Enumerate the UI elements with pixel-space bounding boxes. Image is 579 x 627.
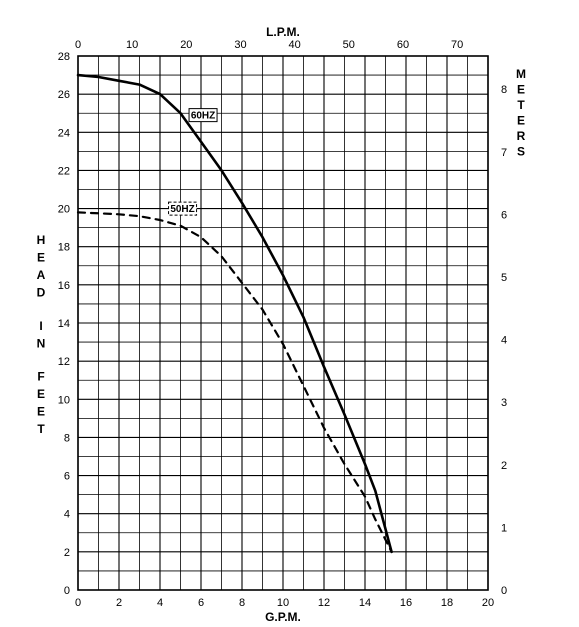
y-left-tick-label: 10 <box>58 394 70 406</box>
y-right-tick-label: 6 <box>501 209 507 221</box>
x-bottom-tick-label: 14 <box>359 597 371 609</box>
axis-title-letter: R <box>517 129 526 143</box>
axis-title-letter: N <box>37 336 46 350</box>
series-label-box <box>168 201 198 216</box>
axis-title-letter: E <box>37 405 45 419</box>
x-bottom-tick-label: 8 <box>239 597 245 609</box>
axis-title-letter: H <box>37 233 46 247</box>
bottom-axis-title: G.P.M. <box>265 610 301 624</box>
y-right-tick-label: 0 <box>501 585 507 597</box>
x-bottom-tick-label: 12 <box>318 597 330 609</box>
x-bottom-tick-label: 20 <box>482 597 494 609</box>
series-label: 50HZ <box>170 204 194 215</box>
x-bottom-tick-label: 10 <box>277 597 289 609</box>
axis-title-letter: S <box>517 145 525 159</box>
y-left-tick-label: 0 <box>64 585 70 597</box>
axis-title-letter: D <box>37 286 46 300</box>
y-left-tick-label: 2 <box>64 547 70 559</box>
x-bottom-tick-label: 4 <box>157 597 163 609</box>
series-line-60hz <box>76 73 393 554</box>
x-top-tick-label: 70 <box>451 39 463 51</box>
x-top-tick-label: 40 <box>289 39 301 51</box>
y-right-tick-label: 5 <box>501 272 507 284</box>
axis-title-letter: M <box>516 67 526 81</box>
y-left-tick-label: 14 <box>58 318 70 330</box>
y-left-tick-label: 28 <box>58 51 70 63</box>
series-label-box <box>188 108 218 123</box>
y-left-tick-label: 8 <box>64 432 70 444</box>
axis-title-letter: E <box>37 387 45 401</box>
y-left-tick-label: 26 <box>58 89 70 101</box>
x-top-tick-label: 60 <box>397 39 409 51</box>
x-top-tick-label: 0 <box>75 39 81 51</box>
y-right-tick-label: 8 <box>501 84 507 96</box>
x-top-tick-label: 10 <box>126 39 138 51</box>
axis-title-letter: E <box>517 83 525 97</box>
x-top-tick-label: 50 <box>343 39 355 51</box>
axis-title-letter: T <box>517 98 525 112</box>
x-bottom-tick-label: 6 <box>198 597 204 609</box>
axis-title-letter: E <box>37 251 45 265</box>
x-top-tick-label: 30 <box>234 39 246 51</box>
y-left-tick-label: 16 <box>58 280 70 292</box>
x-bottom-tick-label: 18 <box>441 597 453 609</box>
x-bottom-tick-label: 0 <box>75 597 81 609</box>
axis-title-letter: T <box>37 422 45 436</box>
series-label: 60HZ <box>191 111 215 122</box>
y-left-tick-label: 20 <box>58 204 70 216</box>
curves: 60HZ 50HZ <box>76 73 393 554</box>
y-right-tick-label: 1 <box>501 522 507 534</box>
top-axis-title: L.P.M. <box>266 25 300 39</box>
x-top-tick-label: 20 <box>180 39 192 51</box>
y-right-tick-label: 3 <box>501 397 507 409</box>
y-left-tick-label: 4 <box>64 509 70 521</box>
axis-title-letter: A <box>37 268 46 282</box>
y-left-tick-label: 22 <box>58 165 70 177</box>
y-right-tick-label: 4 <box>501 335 507 347</box>
plot-frame <box>77 55 489 591</box>
series-line-50hz <box>76 211 393 554</box>
axis-title-letter: E <box>517 114 525 128</box>
axis-title-letter: I <box>39 319 42 333</box>
y-left-tick-label: 12 <box>58 356 70 368</box>
x-bottom-tick-label: 16 <box>400 597 412 609</box>
y-right-tick-label: 2 <box>501 460 507 472</box>
x-bottom-tick-label: 2 <box>116 597 122 609</box>
y-left-tick-label: 18 <box>58 242 70 254</box>
axis-title-letter: F <box>37 370 44 384</box>
tick-labels: 0 2 4 6 8 10 12 14 16 18 200 10 20 30 40 50 60 7002468101… <box>58 39 507 609</box>
grid <box>77 55 489 591</box>
y-right-tick-label: 7 <box>501 147 507 159</box>
y-left-tick-label: 24 <box>58 127 70 139</box>
y-left-tick-label: 6 <box>64 471 70 483</box>
